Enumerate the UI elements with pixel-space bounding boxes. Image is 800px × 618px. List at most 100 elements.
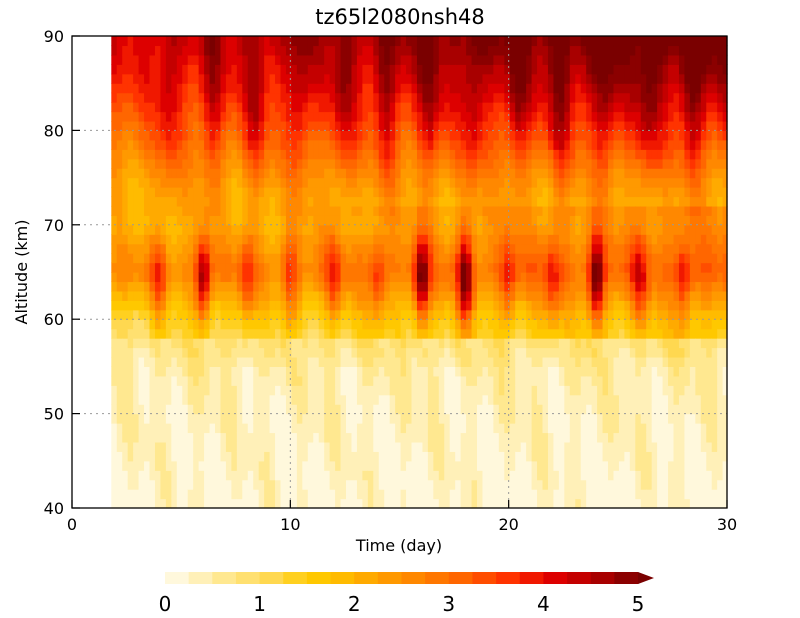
heatmap-cell (471, 356, 478, 367)
heatmap-cell (187, 290, 194, 301)
heatmap-cell (395, 366, 402, 377)
heatmap-cell (236, 64, 243, 75)
heatmap-cell (154, 338, 162, 349)
heatmap-cell (231, 432, 238, 443)
heatmap-cell (280, 83, 287, 94)
heatmap-cell (395, 451, 402, 462)
heatmap-cell (580, 404, 587, 415)
heatmap-cell (509, 272, 516, 283)
heatmap-cell (296, 451, 303, 462)
heatmap-cell (253, 338, 260, 349)
heatmap-cell (422, 309, 429, 320)
heatmap-cell (204, 243, 211, 254)
heatmap-cell (313, 111, 320, 122)
heatmap-cell (618, 168, 625, 179)
heatmap-cell (618, 224, 625, 235)
heatmap-cell (569, 356, 576, 367)
heatmap-cell (553, 243, 560, 254)
heatmap-cell (406, 460, 413, 471)
heatmap-cell (351, 120, 358, 131)
heatmap-cell (356, 338, 363, 349)
heatmap-cell (564, 394, 571, 405)
heatmap-cell (553, 158, 560, 169)
heatmap-cell (608, 338, 615, 349)
heatmap-cell (285, 262, 293, 273)
heatmap-cell (176, 404, 183, 415)
heatmap-cell (264, 356, 271, 367)
heatmap-cell (493, 73, 500, 84)
heatmap-cell (138, 187, 145, 198)
heatmap-cell (515, 54, 522, 65)
heatmap-cell (291, 120, 298, 131)
heatmap-cell (122, 366, 129, 377)
heatmap-cell (635, 375, 642, 386)
heatmap-cell (318, 385, 325, 396)
heatmap-cell (635, 83, 642, 94)
heatmap-cell (542, 498, 549, 509)
heatmap-cell (422, 111, 429, 122)
heatmap-cell (455, 385, 462, 396)
heatmap-cell (493, 130, 500, 141)
heatmap-cell (580, 281, 587, 292)
heatmap-cell (487, 432, 494, 443)
heatmap-cell (231, 460, 238, 471)
heatmap-cell (291, 196, 298, 207)
heatmap-cell (258, 158, 265, 169)
heatmap-cell (154, 375, 162, 386)
heatmap-cell (520, 224, 527, 235)
heatmap-cell (438, 215, 445, 226)
heatmap-cell (291, 460, 298, 471)
heatmap-cell (187, 64, 194, 75)
heatmap-cell (144, 347, 151, 358)
heatmap-cell (329, 168, 336, 179)
heatmap-cell (204, 404, 211, 415)
heatmap-cell (526, 243, 533, 254)
heatmap-cell (324, 441, 331, 452)
heatmap-cell (144, 234, 151, 245)
heatmap-cell (193, 130, 200, 141)
heatmap-cell (209, 385, 216, 396)
heatmap-cell (477, 64, 484, 75)
heatmap-cell (400, 347, 407, 358)
heatmap-cell (296, 149, 303, 160)
heatmap-cell (455, 470, 462, 481)
heatmap-cell (651, 262, 658, 273)
heatmap-cell (406, 196, 413, 207)
heatmap-cell (586, 319, 593, 330)
heatmap-cell (520, 300, 527, 311)
heatmap-cell (433, 111, 440, 122)
heatmap-cell (269, 470, 276, 481)
heatmap-cell (367, 83, 374, 94)
heatmap-cell (231, 290, 238, 301)
heatmap-cell (433, 187, 440, 198)
heatmap-cell (564, 205, 571, 216)
heatmap-cell (602, 36, 609, 47)
heatmap-cell (329, 375, 336, 386)
heatmap-cell (624, 262, 631, 273)
heatmap-cell (482, 262, 489, 273)
heatmap-cell (477, 423, 484, 434)
heatmap-cell (144, 441, 151, 452)
heatmap-cell (378, 404, 385, 415)
heatmap-cell (346, 441, 353, 452)
heatmap-cell (613, 319, 620, 330)
heatmap-cell (351, 347, 358, 358)
heatmap-cell (629, 177, 636, 188)
heatmap-cell (220, 366, 227, 377)
heatmap-cell (526, 479, 533, 490)
heatmap-cell (253, 139, 260, 150)
heatmap-cell (411, 92, 418, 103)
heatmap-cell (296, 102, 303, 113)
heatmap-cell (193, 309, 200, 320)
heatmap-cell (258, 120, 265, 131)
heatmap-cell (537, 224, 544, 235)
heatmap-cell (176, 111, 183, 122)
heatmap-cell (362, 83, 369, 94)
heatmap-cell (537, 83, 544, 94)
heatmap-cell (127, 205, 134, 216)
heatmap-cell (187, 120, 194, 131)
heatmap-cell (564, 309, 571, 320)
heatmap-cell (187, 385, 194, 396)
heatmap-cell (220, 187, 227, 198)
heatmap-cell (144, 73, 151, 84)
